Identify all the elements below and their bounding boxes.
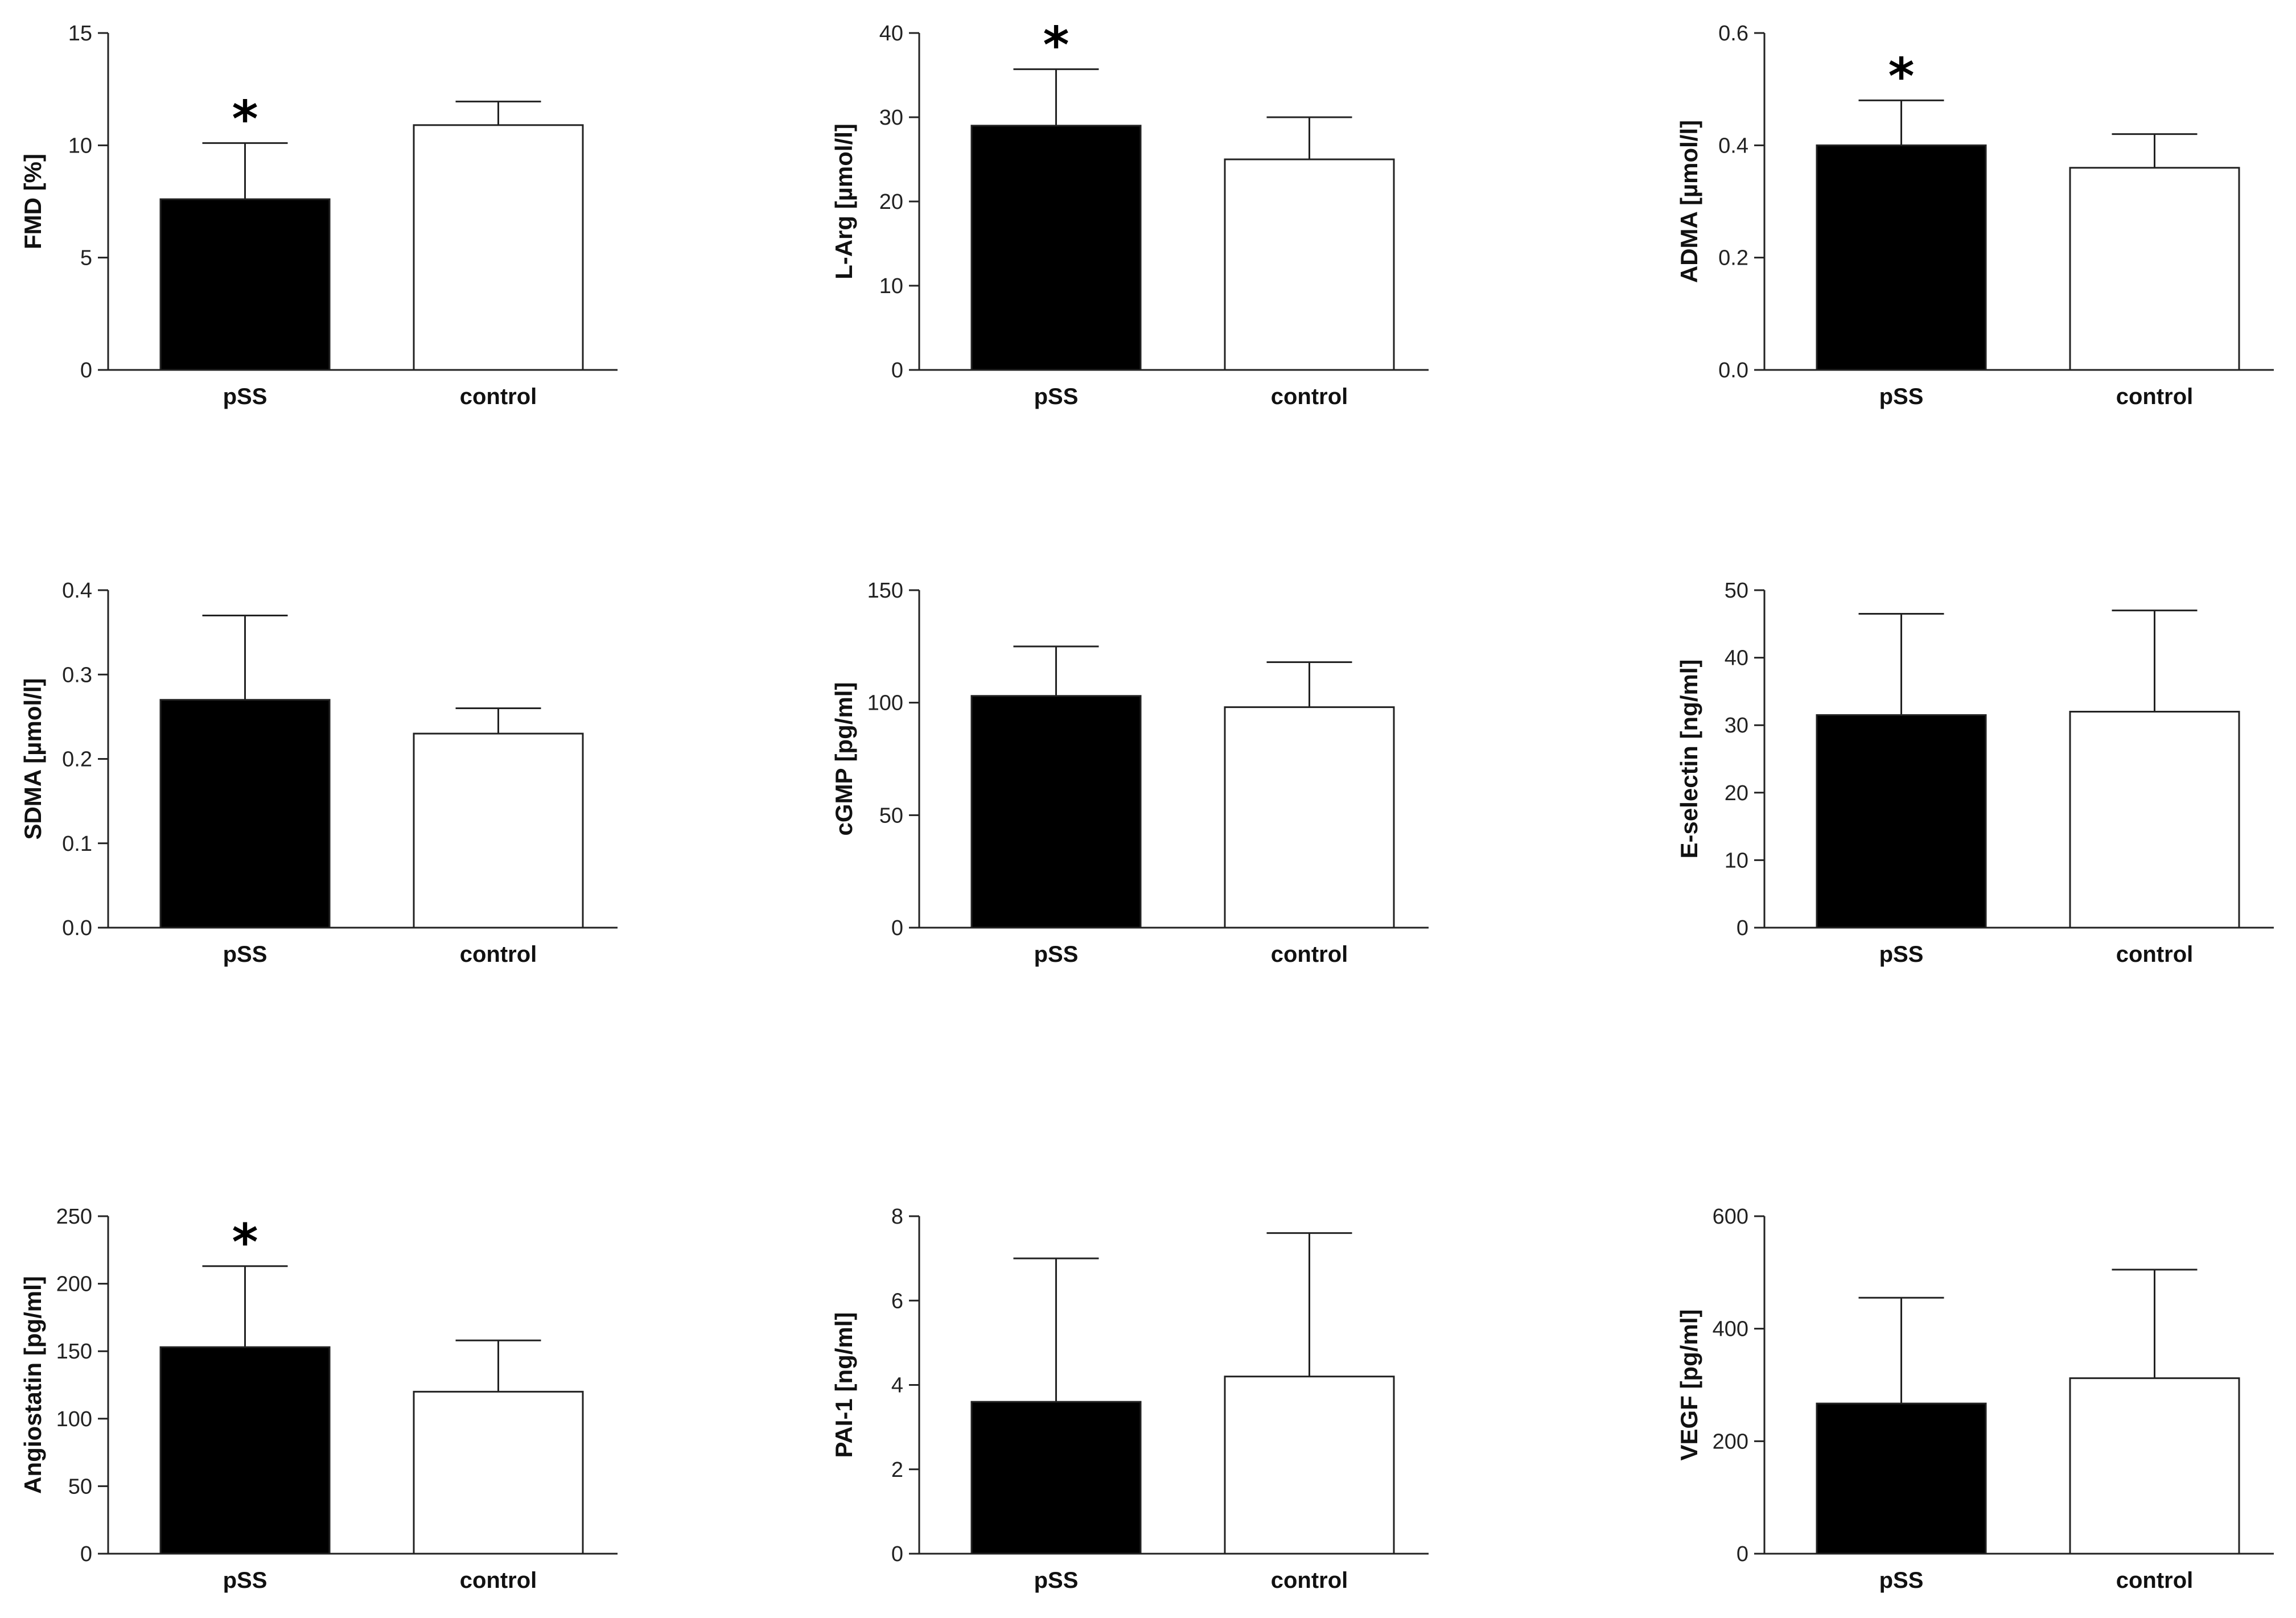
chart-3-y-tick-label: 0.1 [62, 832, 92, 856]
chart-0-y-tick-label: 0 [80, 359, 92, 382]
chart-3-y-tick-label: 0.0 [62, 916, 92, 940]
chart-5-y-tick-label: 10 [1725, 849, 1748, 872]
chart-2-category-label: control [2116, 384, 2194, 409]
chart-5-bar-pSS [1816, 714, 1987, 929]
chart-8-y-axis-title: VEGF [pg/ml] [1676, 1310, 1702, 1461]
chart-1-y-tick-label: 20 [879, 190, 903, 214]
chart-1-y-tick-label: 0 [891, 359, 903, 382]
chart-2-bar-pSS [1816, 144, 1987, 371]
chart-7-y-tick-label: 4 [891, 1374, 903, 1398]
chart-6-y-tick-label: 50 [68, 1475, 92, 1498]
chart-1-y-tick-label: 30 [879, 106, 903, 130]
chart-4-category-label: pSS [1034, 942, 1079, 967]
chart-7-category-label: control [1271, 1568, 1348, 1593]
chart-0-significance-marker: * [232, 89, 258, 148]
chart-7-bar-pSS [970, 1401, 1142, 1555]
chart-3-y-tick-label: 0.3 [62, 663, 92, 687]
chart-8-bar-pSS [1816, 1402, 1987, 1555]
chart-0-category-label: control [460, 384, 537, 409]
chart-4-y-tick-label: 50 [879, 804, 903, 827]
chart-3-bar-control [413, 732, 584, 929]
chart-8-category-label: control [2116, 1568, 2194, 1593]
chart-4-category-label: control [1271, 942, 1348, 967]
chart-0-bar-control [413, 124, 584, 371]
chart-2-y-tick-label: 0.2 [1718, 246, 1748, 270]
chart-6-y-axis-title: Angiostatin [pg/ml] [19, 1276, 46, 1494]
chart-4-y-tick-label: 150 [867, 579, 903, 603]
chart-5-y-tick-label: 50 [1725, 579, 1748, 603]
chart-2-category-label: pSS [1879, 384, 1924, 409]
chart-7-y-tick-label: 6 [891, 1289, 903, 1313]
chart-6-category-label: control [460, 1568, 537, 1593]
chart-6-y-tick-label: 150 [56, 1340, 92, 1364]
chart-2-y-axis-title: ADMA [µmol/l] [1676, 120, 1702, 283]
chart-1-category-label: pSS [1034, 384, 1079, 409]
chart-8-y-tick-label: 0 [1737, 1542, 1748, 1566]
chart-6-y-tick-label: 0 [80, 1542, 92, 1566]
chart-0-y-tick-label: 15 [68, 22, 92, 46]
chart-4-y-tick-label: 100 [867, 691, 903, 715]
chart-2-significance-marker: * [1888, 47, 1914, 105]
chart-5-y-tick-label: 40 [1725, 647, 1748, 670]
chart-5-bar-control [2069, 710, 2240, 929]
chart-7-y-tick-label: 8 [891, 1205, 903, 1229]
chart-0-y-tick-label: 10 [68, 134, 92, 158]
chart-1-category-label: control [1271, 384, 1348, 409]
chart-5-y-tick-label: 0 [1737, 916, 1748, 940]
chart-4-bar-pSS [970, 695, 1142, 929]
chart-1-y-tick-label: 10 [879, 274, 903, 298]
chart-0-y-tick-label: 5 [80, 246, 92, 270]
chart-8-bar-control [2069, 1377, 2240, 1555]
chart-7-y-tick-label: 0 [891, 1542, 903, 1566]
chart-5-category-label: pSS [1879, 942, 1924, 967]
chart-1-y-tick-label: 40 [879, 22, 903, 46]
chart-4-y-axis-title: cGMP [pg/ml] [830, 682, 857, 836]
chart-2-y-tick-label: 0.4 [1718, 134, 1748, 158]
chart-1-significance-marker: * [1043, 16, 1069, 75]
chart-3-bar-pSS [159, 699, 331, 929]
chart-2-y-tick-label: 0.6 [1718, 22, 1748, 46]
chart-6-y-tick-label: 200 [56, 1273, 92, 1296]
chart-6-y-tick-label: 250 [56, 1205, 92, 1229]
chart-5-y-tick-label: 20 [1725, 781, 1748, 805]
chart-3-y-tick-label: 0.2 [62, 748, 92, 772]
chart-1-bar-control [1224, 158, 1395, 371]
chart-3-y-axis-title: SDMA [µmol/l] [19, 678, 46, 840]
chart-6-bar-control [413, 1390, 584, 1555]
chart-6-y-tick-label: 100 [56, 1407, 92, 1431]
chart-0-category-label: pSS [223, 384, 268, 409]
chart-3-category-label: pSS [223, 942, 268, 967]
chart-7-category-label: pSS [1034, 1568, 1079, 1593]
chart-0-y-axis-title: FMD [%] [19, 154, 46, 249]
chart-1-bar-pSS [970, 125, 1142, 371]
chart-5-y-axis-title: E-selectin [ng/ml] [1676, 659, 1702, 858]
chart-6-bar-pSS [159, 1346, 331, 1555]
chart-4-bar-control [1224, 706, 1395, 929]
chart-8-y-tick-label: 400 [1713, 1318, 1748, 1341]
chart-3-y-tick-label: 0.4 [62, 579, 92, 603]
chart-4-y-tick-label: 0 [891, 916, 903, 940]
chart-5-category-label: control [2116, 942, 2194, 967]
chart-3-category-label: control [460, 942, 537, 967]
chart-6-category-label: pSS [223, 1568, 268, 1593]
chart-2-y-tick-label: 0.0 [1718, 359, 1748, 382]
chart-6-significance-marker: * [232, 1213, 258, 1271]
chart-7-y-tick-label: 2 [891, 1458, 903, 1482]
chart-5-y-tick-label: 30 [1725, 714, 1748, 738]
chart-2-bar-control [2069, 167, 2240, 371]
chart-1-y-axis-title: L-Arg [µmol/l] [830, 123, 857, 279]
chart-8-y-tick-label: 200 [1713, 1430, 1748, 1454]
chart-0-bar-pSS [159, 198, 331, 371]
chart-7-y-axis-title: PAI-1 [ng/ml] [830, 1312, 857, 1458]
chart-7-bar-control [1224, 1376, 1395, 1555]
chart-8-y-tick-label: 600 [1713, 1205, 1748, 1229]
chart-8-category-label: pSS [1879, 1568, 1924, 1593]
